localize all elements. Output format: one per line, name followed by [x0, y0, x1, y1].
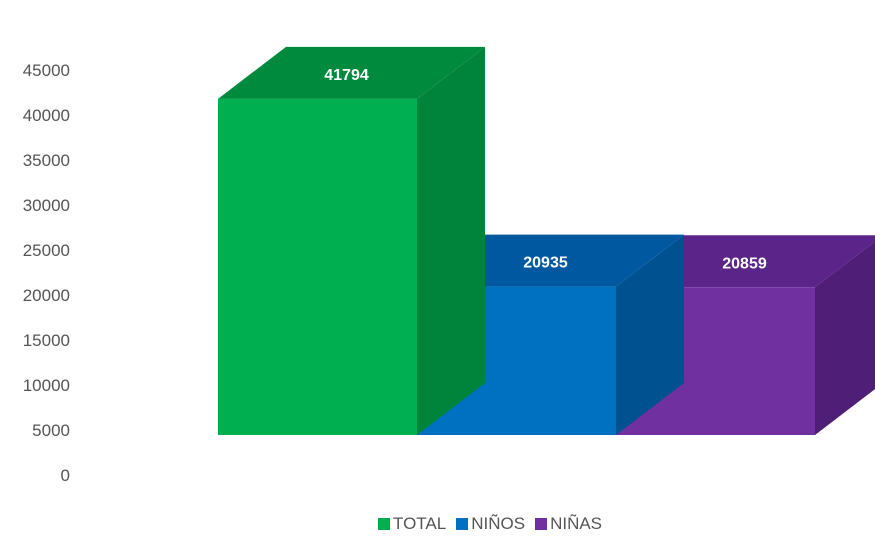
y-axis: 0 5000 10000 15000 20000 25000 30000 35000 40000… [23, 61, 70, 485]
bar-front-face [218, 98, 417, 435]
legend-swatch-ninas [535, 518, 548, 530]
legend-label-ninas: NIÑAS [550, 514, 603, 533]
bars [218, 46, 875, 435]
bar-top-face [218, 46, 485, 99]
data-label-ninos: 20935 [523, 255, 568, 272]
legend-item-ninas: NIÑAS [535, 514, 602, 534]
y-tick-label: 45000 [23, 61, 70, 80]
legend-swatch-total [378, 518, 390, 530]
y-tick-label: 5000 [32, 421, 70, 440]
legend-label-ninos: NIÑOS [471, 514, 526, 533]
data-label-ninas: 20859 [722, 255, 767, 272]
legend: TOTAL NIÑOS NIÑAS [378, 514, 612, 534]
y-tick-label: 0 [61, 466, 70, 485]
data-labels: 20859 20935 41794 [324, 67, 767, 272]
y-tick-label: 10000 [23, 376, 70, 395]
y-tick-label: 35000 [23, 151, 70, 170]
bar-side-face [417, 46, 485, 435]
y-tick-label: 15000 [23, 331, 70, 350]
y-tick-label: 40000 [23, 106, 70, 125]
legend-swatch-ninos [456, 518, 469, 530]
legend-label-total: TOTAL [393, 514, 447, 533]
bar-side-face [616, 234, 684, 435]
y-tick-label: 25000 [23, 241, 70, 260]
legend-item-ninos: NIÑOS [456, 514, 525, 534]
bar-side-face [815, 241, 875, 435]
y-tick-label: 20000 [23, 286, 70, 305]
y-tick-label: 30000 [23, 196, 70, 215]
legend-item-total: TOTAL [378, 514, 446, 534]
data-label-total: 41794 [324, 67, 369, 84]
bar-total [218, 46, 485, 435]
